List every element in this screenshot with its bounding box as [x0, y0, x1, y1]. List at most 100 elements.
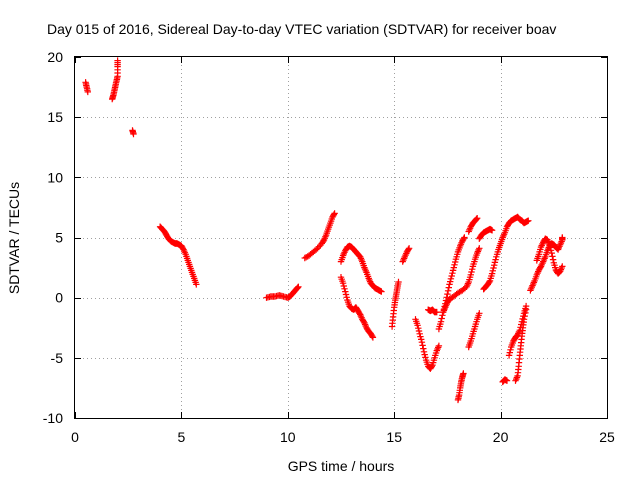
data-point-plus-marker	[447, 278, 454, 285]
data-point-plus-marker	[449, 270, 456, 277]
data-point-plus-marker	[548, 249, 555, 257]
data-point-plus-marker	[369, 334, 377, 341]
axis-ticks: 0 5 10 15 20 25 -10 -5 0 5 10 15 20	[43, 49, 615, 445]
data-point-plus-marker	[420, 348, 428, 355]
data-point-plus-marker	[476, 245, 483, 252]
data-point-plus-marker	[537, 264, 544, 271]
data-point-plus-marker	[476, 310, 483, 317]
y-tick-label: 10	[47, 169, 63, 185]
data-point-plus-marker	[444, 290, 451, 298]
data-point-plus-marker	[492, 256, 499, 263]
data-point-plus-marker	[467, 271, 474, 278]
data-point-plus-marker	[513, 374, 521, 381]
data-point-plus-marker	[342, 291, 350, 298]
data-point-plus-marker	[331, 210, 338, 217]
data-point-plus-marker	[525, 217, 532, 224]
x-tick-label: 20	[493, 429, 509, 445]
data-point-plus-marker	[522, 306, 530, 313]
data-point-plus-marker	[444, 287, 452, 294]
data-point-plus-marker	[415, 325, 422, 332]
x-tick-label: 0	[71, 429, 79, 445]
data-point-plus-marker	[378, 288, 385, 295]
data-point-plus-marker	[360, 318, 367, 325]
data-point-plus-marker	[179, 245, 186, 252]
chart-title: Day 015 of 2016, Sidereal Day-to-day VTE…	[47, 21, 556, 37]
x-tick-label: 10	[280, 429, 296, 445]
data-point-plus-marker	[522, 309, 529, 317]
x-tick-label: 15	[386, 429, 402, 445]
data-point-plus-marker	[549, 253, 556, 260]
data-point-plus-marker	[435, 342, 443, 349]
data-point-plus-marker	[340, 282, 347, 290]
data-point-plus-marker	[405, 245, 413, 252]
data-point-plus-marker	[461, 234, 468, 241]
data-point-plus-marker	[84, 88, 91, 96]
data-point-plus-marker	[559, 234, 566, 241]
data-point-plus-marker	[313, 246, 320, 253]
y-tick-label: -5	[51, 350, 64, 366]
x-tick-label: 5	[178, 429, 186, 445]
data-point-plus-marker	[295, 283, 302, 290]
data-point-plus-marker	[546, 241, 553, 248]
data-point-plus-marker	[438, 315, 445, 322]
data-point-plus-marker	[434, 345, 441, 353]
data-point-plus-marker	[469, 266, 476, 273]
data-point-plus-marker	[356, 310, 363, 317]
data-point-plus-marker	[491, 262, 498, 269]
data-point-plus-marker	[488, 227, 496, 234]
data-point-plus-marker	[507, 346, 514, 353]
y-tick-label: 0	[55, 290, 63, 306]
y-tick-label: -10	[43, 410, 63, 426]
data-point-plus-marker	[419, 342, 426, 349]
data-point-plus-marker	[418, 336, 425, 343]
data-point-plus-marker	[520, 316, 528, 323]
data-point-plus-marker	[320, 237, 327, 245]
y-tick-label: 20	[47, 49, 63, 65]
data-point-plus-marker	[428, 363, 435, 370]
x-axis-label: GPS time / hours	[288, 458, 395, 474]
data-point-plus-marker	[369, 333, 376, 340]
data-point-plus-marker	[468, 268, 475, 276]
data-points	[82, 57, 566, 404]
data-point-plus-marker	[420, 345, 427, 352]
data-point-plus-marker	[417, 333, 424, 340]
data-point-plus-marker	[490, 264, 497, 272]
data-point-plus-marker	[486, 278, 493, 286]
y-tick-label: 15	[47, 109, 63, 125]
data-point-plus-marker	[506, 349, 513, 356]
plot-frame	[74, 56, 608, 419]
data-point-plus-marker	[330, 211, 338, 218]
data-point-plus-marker	[418, 339, 426, 346]
data-point-plus-marker	[547, 244, 554, 251]
data-point-plus-marker	[460, 235, 467, 242]
data-point-plus-marker	[114, 57, 121, 64]
x-tick-label: 25	[599, 429, 615, 445]
data-point-plus-marker	[422, 354, 429, 361]
data-point-plus-marker	[446, 281, 453, 288]
data-point-plus-marker	[414, 322, 421, 329]
y-axis-label: SDTVAR / TECUs	[6, 182, 22, 294]
data-point-plus-marker	[193, 281, 200, 288]
data-point-plus-marker	[473, 215, 480, 223]
data-point-plus-marker	[416, 330, 423, 337]
data-point-plus-marker	[488, 270, 496, 277]
data-point-plus-marker	[342, 288, 349, 295]
data-point-plus-marker	[547, 247, 555, 254]
data-point-plus-marker	[448, 272, 455, 280]
data-point-plus-marker	[460, 370, 467, 377]
data-point-plus-marker	[405, 246, 412, 253]
data-point-plus-marker	[445, 284, 452, 291]
data-point-plus-marker	[474, 248, 482, 255]
data-point-plus-marker	[449, 267, 457, 274]
data-point-plus-marker	[452, 258, 459, 266]
data-point-plus-marker	[450, 264, 457, 271]
data-point-plus-marker	[503, 377, 511, 384]
data-point-plus-marker	[437, 318, 445, 325]
data-point-plus-marker	[505, 352, 513, 359]
data-point-plus-marker	[421, 351, 428, 358]
data-point-plus-marker	[491, 259, 499, 266]
data-point-plus-marker	[294, 284, 301, 291]
data-point-plus-marker	[464, 280, 472, 287]
data-point-plus-marker	[341, 285, 348, 292]
